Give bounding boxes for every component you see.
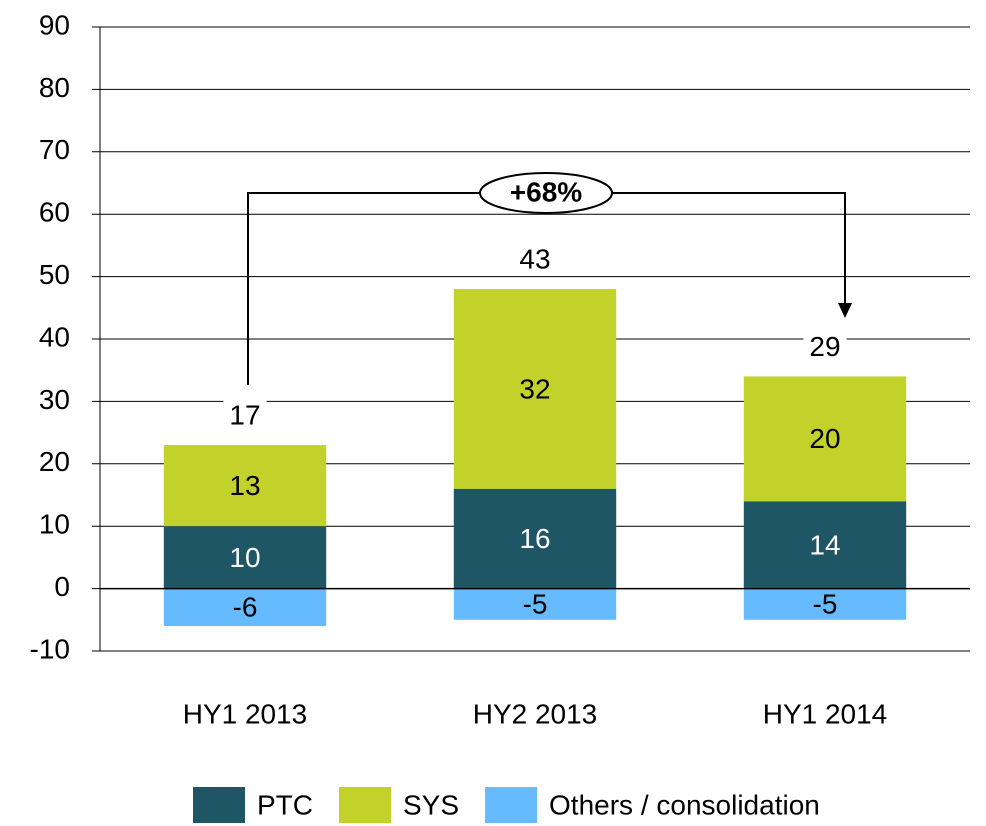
data-label: -5 [523,589,548,620]
y-tick-label: 80 [39,72,70,103]
growth-arrowhead [838,303,852,318]
bar-segment [163,445,327,527]
annotation-bubble [479,172,613,214]
y-tick-label: 10 [39,509,70,540]
y-tick-label: 20 [39,446,70,477]
y-tick-label: 60 [39,197,70,228]
data-label: 10 [229,542,260,573]
total-label: 43 [519,243,550,274]
data-label: 14 [809,529,840,560]
legend-swatch [485,787,538,823]
y-tick-label: 0 [54,571,70,602]
y-tick-label: 40 [39,321,70,352]
y-tick-label: 50 [39,259,70,290]
legend-label: SYS [403,789,459,820]
y-tick-label: 70 [39,134,70,165]
total-label-bg [803,330,847,362]
bar-segment [453,289,617,489]
bar-segment [163,588,327,627]
legend-label: Others / consolidation [549,789,820,820]
data-label: 32 [519,373,550,404]
data-label: 20 [809,423,840,454]
bar-segment [453,488,617,589]
total-label: 17 [229,399,260,430]
legend-swatch [193,787,245,823]
data-label: -6 [233,592,258,623]
bar-segment [163,526,327,589]
annotation: +68% [510,176,582,207]
legend-swatch [339,787,391,823]
bar-segment [743,588,907,620]
data-label: -5 [813,589,838,620]
bar-segment [743,376,907,502]
total-label-bg [513,243,557,275]
y-tick-label: 90 [39,9,70,40]
x-tick-label: HY1 2014 [763,698,888,729]
total-label: 29 [809,331,840,362]
bar-segment [743,501,907,589]
y-tick-label: -10 [30,633,70,664]
legend-label: PTC [257,789,313,820]
data-label: 16 [519,523,550,554]
y-tick-label: 30 [39,384,70,415]
data-label: 13 [229,470,260,501]
x-tick-label: HY2 2013 [473,698,598,729]
x-tick-label: HY1 2013 [183,698,308,729]
total-label-bg [223,399,267,431]
bar-segment [453,588,617,620]
